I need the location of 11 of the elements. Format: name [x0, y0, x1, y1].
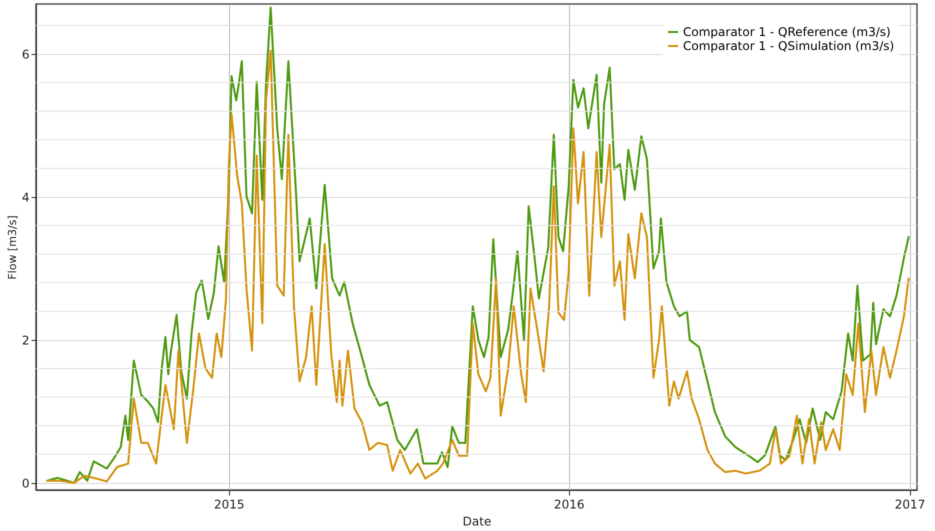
legend-label: Comparator 1 - QSimulation (m3/s)	[683, 39, 894, 53]
x-tick-label: 2015	[214, 498, 245, 512]
x-tick-label: 2016	[554, 498, 584, 512]
legend-label: Comparator 1 - QReference (m3/s)	[683, 25, 891, 39]
y-axis-title: Flow [m3/s]	[6, 215, 19, 280]
y-tick-label: 2	[22, 333, 30, 348]
y-tick-label: 0	[22, 476, 30, 490]
x-tick-label: 2017	[894, 498, 926, 512]
y-tick-label: 4	[22, 190, 30, 204]
x-axis-title: Date	[462, 514, 492, 528]
y-tick-label: 6	[22, 48, 30, 62]
